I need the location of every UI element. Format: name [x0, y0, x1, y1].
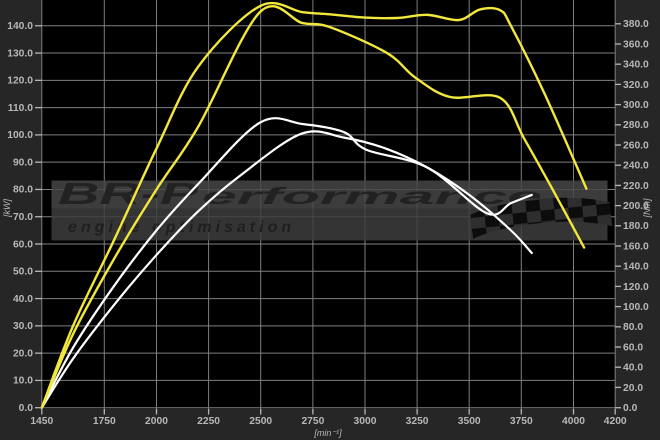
- svg-text:280.0: 280.0: [623, 120, 649, 131]
- svg-text:360.0: 360.0: [623, 39, 649, 50]
- svg-text:2000: 2000: [145, 416, 168, 427]
- svg-text:300.0: 300.0: [623, 100, 649, 111]
- svg-text:160.0: 160.0: [623, 241, 649, 252]
- svg-text:20.0: 20.0: [13, 348, 33, 359]
- svg-text:40.0: 40.0: [13, 294, 33, 305]
- svg-text:180.0: 180.0: [623, 221, 649, 232]
- svg-text:3250: 3250: [406, 416, 429, 427]
- svg-text:380.0: 380.0: [623, 19, 649, 30]
- svg-text:1450: 1450: [30, 416, 53, 427]
- svg-text:260.0: 260.0: [623, 140, 649, 151]
- svg-text:2500: 2500: [249, 416, 272, 427]
- svg-text:[min⁻¹]: [min⁻¹]: [313, 428, 342, 438]
- svg-text:10.0: 10.0: [13, 376, 33, 387]
- svg-text:220.0: 220.0: [623, 181, 649, 192]
- svg-text:80.0: 80.0: [13, 185, 33, 196]
- svg-text:90.0: 90.0: [13, 157, 33, 168]
- svg-text:3750: 3750: [510, 416, 533, 427]
- svg-text:4000: 4000: [562, 416, 585, 427]
- svg-text:[kW]: [kW]: [2, 199, 12, 218]
- svg-text:340.0: 340.0: [623, 60, 649, 71]
- svg-text:130.0: 130.0: [7, 48, 33, 59]
- svg-text:0.0: 0.0: [19, 403, 34, 414]
- svg-text:2750: 2750: [301, 416, 324, 427]
- svg-text:320.0: 320.0: [623, 80, 649, 91]
- svg-text:[Nm]: [Nm]: [642, 198, 652, 218]
- svg-text:3500: 3500: [458, 416, 481, 427]
- svg-text:110.0: 110.0: [8, 103, 33, 114]
- svg-text:20.0: 20.0: [623, 383, 643, 394]
- svg-text:4200: 4200: [604, 416, 627, 427]
- svg-text:120.0: 120.0: [623, 282, 649, 293]
- svg-text:50.0: 50.0: [13, 267, 33, 278]
- svg-text:60.0: 60.0: [13, 239, 33, 250]
- svg-text:30.0: 30.0: [13, 321, 33, 332]
- svg-text:140.0: 140.0: [623, 262, 649, 273]
- svg-text:40.0: 40.0: [623, 363, 643, 374]
- svg-text:2250: 2250: [197, 416, 220, 427]
- svg-text:100.0: 100.0: [623, 302, 649, 313]
- svg-text:240.0: 240.0: [623, 161, 649, 172]
- svg-text:70.0: 70.0: [13, 212, 33, 223]
- svg-text:1750: 1750: [93, 416, 116, 427]
- svg-text:80.0: 80.0: [623, 322, 643, 333]
- svg-text:120.0: 120.0: [7, 76, 33, 87]
- svg-text:3000: 3000: [354, 416, 377, 427]
- svg-text:0.0: 0.0: [623, 403, 638, 414]
- svg-text:100.0: 100.0: [7, 130, 33, 141]
- svg-text:140.0: 140.0: [7, 21, 33, 32]
- svg-text:60.0: 60.0: [623, 342, 643, 353]
